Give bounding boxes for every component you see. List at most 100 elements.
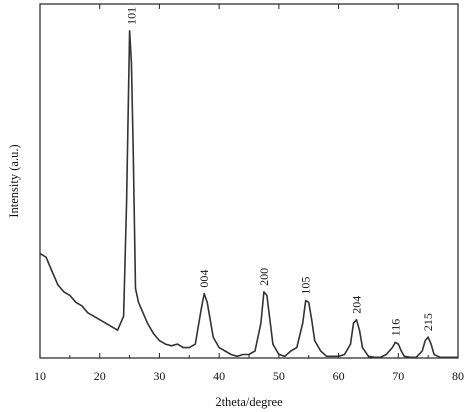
data-point (230, 353, 232, 356)
data-point (302, 322, 304, 324)
data-point (152, 333, 155, 335)
peak-label-215: 215 (421, 313, 435, 331)
data-point (93, 315, 95, 317)
axes (39, 3, 459, 359)
data-point (218, 347, 220, 349)
data-point (332, 355, 334, 357)
plot-frame (39, 3, 459, 359)
peak-label-116: 116 (388, 319, 402, 337)
data-point (358, 329, 361, 331)
data-point (373, 356, 375, 358)
data-point (164, 343, 166, 345)
data-point (170, 345, 172, 347)
data-point (260, 322, 262, 324)
data-point (424, 340, 426, 342)
data-point (69, 294, 71, 296)
data-point (326, 355, 328, 357)
data-point (158, 340, 160, 342)
data-point (427, 336, 429, 338)
data-point (57, 284, 59, 286)
data-point (272, 343, 274, 345)
data-point (254, 350, 256, 352)
data-point (394, 341, 396, 343)
data-point (126, 200, 128, 202)
data-point (224, 350, 226, 352)
data-point (140, 308, 143, 310)
data-point (451, 356, 453, 358)
x-tick-label: 80 (452, 369, 464, 383)
data-point (45, 256, 47, 258)
data-point (248, 353, 250, 356)
data-point (105, 322, 107, 324)
data-point (146, 322, 149, 324)
peak-label-101: 101 (124, 7, 138, 25)
data-point (200, 308, 202, 310)
data-point (391, 347, 393, 349)
data-point (296, 347, 298, 349)
data-point (132, 148, 134, 150)
data-point (123, 315, 125, 317)
data-point (130, 61, 132, 63)
peak-label-004: 004 (197, 270, 211, 288)
xrd-pattern-line (39, 30, 458, 359)
data-point (290, 350, 292, 352)
x-tick-label: 40 (213, 369, 225, 383)
data-point (457, 356, 459, 358)
data-point (445, 356, 447, 358)
data-point (99, 319, 101, 321)
data-point (39, 253, 41, 255)
data-point (320, 350, 322, 352)
data-point (415, 356, 417, 358)
labels: 10 20 30 40 50 60 70 80 2theta/degree Intensity (… (7, 7, 464, 409)
data-point (137, 301, 140, 303)
peak-label-105: 105 (299, 277, 313, 295)
data-point (263, 291, 265, 293)
data-point (188, 347, 190, 349)
data-point (379, 356, 381, 358)
data-point (421, 350, 423, 352)
x-tick-label: 30 (153, 369, 165, 383)
peak-label-200: 200 (257, 268, 271, 286)
data-point (81, 305, 83, 307)
data-point (308, 301, 310, 303)
data-point (236, 355, 238, 357)
data-point (338, 355, 340, 357)
data-point (75, 301, 77, 303)
data-point (209, 319, 211, 321)
data-point (206, 301, 208, 303)
data-point (361, 347, 364, 349)
x-tick-label: 20 (94, 369, 106, 383)
data-point (182, 347, 184, 349)
peak-label-204: 204 (350, 296, 364, 314)
data-point (430, 343, 432, 345)
data-point (266, 294, 268, 296)
data-point (403, 355, 405, 357)
data-point (212, 336, 214, 338)
x-tick-label: 50 (273, 369, 285, 383)
data-point (349, 343, 352, 345)
data-point (400, 350, 402, 352)
data-point (409, 356, 411, 358)
data-point (367, 355, 369, 357)
data-point (433, 353, 435, 356)
data-point (111, 326, 113, 328)
data-point (242, 353, 244, 356)
data-point (203, 293, 205, 295)
data-point (305, 300, 307, 302)
data-point (117, 329, 119, 331)
data-point (129, 30, 131, 32)
data-point (51, 270, 53, 272)
data-point (176, 343, 178, 345)
data-point (278, 353, 280, 356)
data-point (352, 322, 355, 324)
data-point (343, 353, 346, 356)
data-point (284, 355, 286, 357)
y-axis-label: Intensity (a.u.) (7, 144, 21, 217)
plot-area (39, 30, 459, 359)
data-point (87, 312, 89, 314)
x-tick-label: 60 (333, 369, 345, 383)
data-point (63, 291, 65, 293)
x-tick-label: 70 (392, 369, 404, 383)
x-axis-label: 2theta/degree (215, 395, 283, 409)
